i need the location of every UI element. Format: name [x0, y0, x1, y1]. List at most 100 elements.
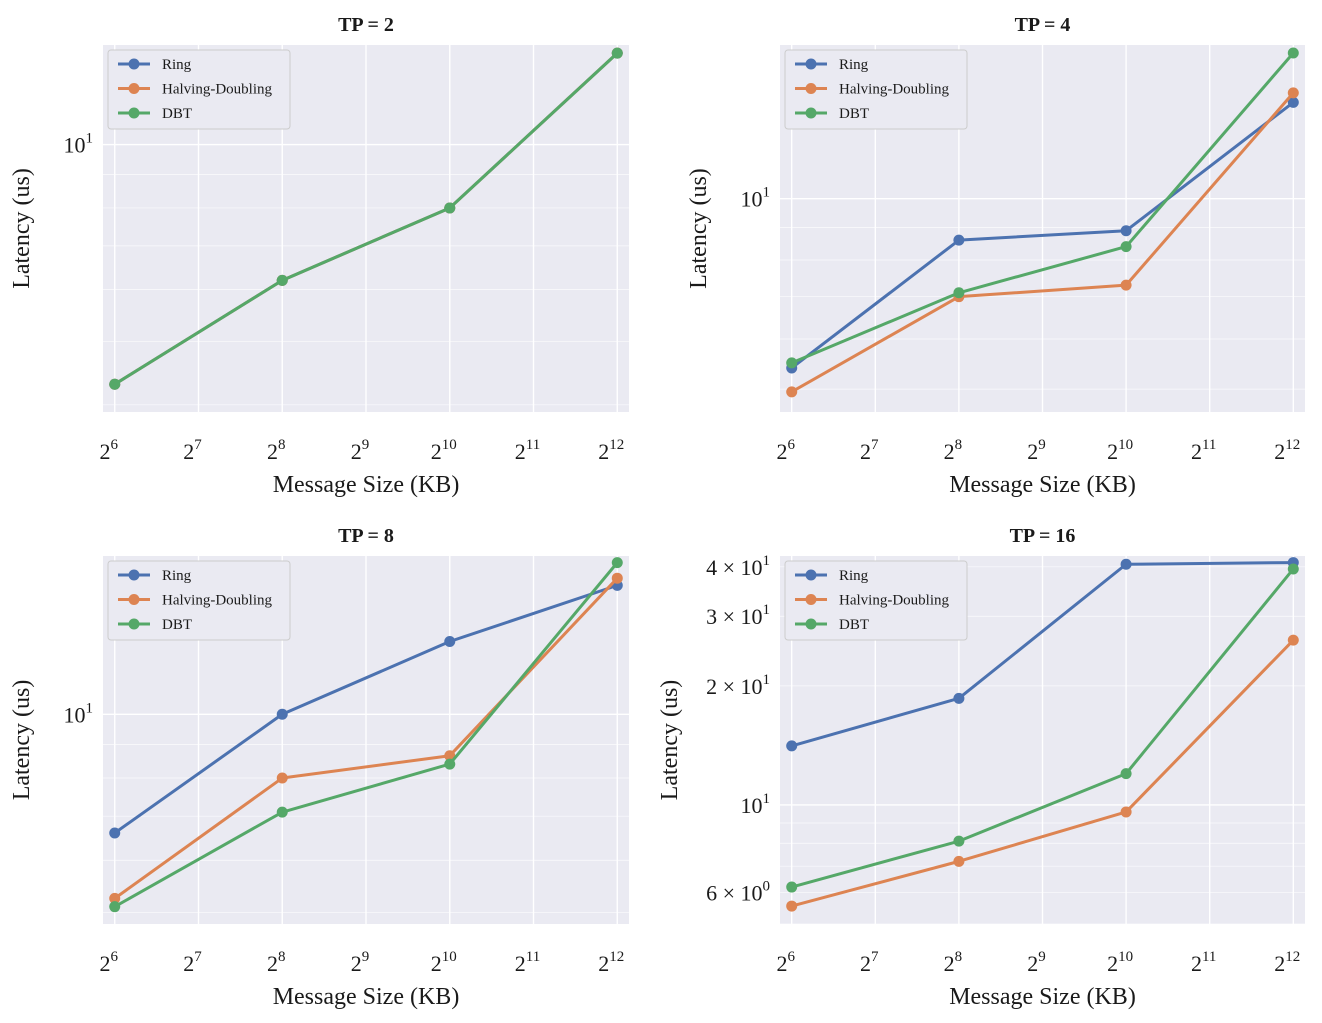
- legend: Ring Halving-Doubling DBT: [107, 49, 291, 130]
- data-point-dbt: [1287, 563, 1299, 575]
- legend-label: Halving-Doubling: [839, 82, 949, 98]
- x-tick-label: 29: [1027, 949, 1046, 976]
- x-tick-label: 27: [860, 437, 879, 464]
- series-line-dbt: [113, 52, 619, 386]
- legend-label: DBT: [162, 617, 192, 633]
- data-point-dbt: [786, 357, 798, 369]
- legend-marker: [128, 569, 140, 581]
- x-tick-label: 27: [183, 437, 202, 464]
- series-line-ring: [113, 583, 618, 835]
- series-line-ring: [791, 561, 1294, 748]
- x-tick-label: 26: [776, 437, 795, 464]
- data-point-halving-doubling: [1120, 279, 1132, 291]
- x-axis-label: Message Size (KB): [273, 472, 460, 498]
- data-point-halving-doubling: [1120, 806, 1132, 818]
- legend-box: [784, 560, 968, 641]
- x-tick-label: 26: [776, 949, 795, 976]
- data-point-dbt: [611, 557, 623, 569]
- legend-label: Halving-Doubling: [839, 593, 949, 609]
- y-tick-label: 4 × 101: [706, 553, 770, 580]
- x-axis-label: Message Size (KB): [273, 984, 460, 1010]
- chart-title: TP = 8: [338, 525, 394, 547]
- data-point-dbt: [109, 901, 121, 913]
- series-group: [786, 557, 1299, 912]
- data-point-dbt: [1120, 241, 1132, 253]
- y-tick-label: 3 × 101: [706, 602, 770, 629]
- legend-label: Ring: [162, 568, 192, 584]
- y-tick-label: 6 × 100: [706, 879, 770, 906]
- data-point-dbt: [1287, 47, 1299, 59]
- data-point-dbt: [109, 378, 121, 390]
- data-point-ring: [953, 234, 965, 246]
- x-tick-label: 211: [515, 949, 540, 976]
- legend-label: Ring: [839, 57, 869, 73]
- legend-marker: [805, 594, 817, 605]
- chart-panel-4: TP = 16 26 27 28 29 210 211 212 4 × 101 3 × 101 2 …: [657, 525, 1305, 1010]
- data-point-ring: [786, 740, 798, 752]
- series-line-dbt: [113, 561, 619, 908]
- legend-marker: [805, 107, 817, 119]
- data-point-halving-doubling: [276, 772, 288, 784]
- data-point-dbt: [611, 47, 623, 59]
- legend-marker: [128, 83, 140, 94]
- y-axis-label: Latency (us): [9, 168, 35, 289]
- x-tick-label: 212: [1274, 437, 1300, 464]
- y-tick-label: 101: [741, 185, 771, 212]
- series-line-halving-doubling: [790, 91, 1295, 394]
- x-tick-label: 211: [1191, 437, 1216, 464]
- x-tick-label: 26: [99, 949, 118, 976]
- chart-panel-3: TP = 8 26 27 28 29 210 211 212 101 Message Size (…: [9, 525, 629, 1010]
- data-point-dbt: [444, 758, 456, 770]
- legend-marker: [805, 58, 817, 70]
- y-axis-label: Latency (us): [9, 680, 35, 801]
- chart-title: TP = 16: [1010, 525, 1076, 547]
- data-point-halving-doubling: [1287, 634, 1299, 646]
- x-tick-label: 211: [515, 437, 540, 464]
- y-axis-label: Latency (us): [657, 680, 683, 801]
- series-line-dbt: [791, 51, 1295, 365]
- legend-label: DBT: [839, 106, 869, 122]
- x-tick-label: 210: [1107, 437, 1133, 464]
- legend-label: Ring: [162, 57, 192, 73]
- chart-panel-1: TP = 2 26 27 28 29 210 211 212 101 Message Size (…: [9, 14, 629, 498]
- y-tick-label: 2 × 101: [706, 672, 770, 699]
- data-point-dbt: [444, 202, 456, 214]
- chart-panel-2: TP = 4 26 27 28 29 210 211 212 101 Message Size (…: [686, 14, 1305, 498]
- data-point-ring: [1120, 225, 1132, 237]
- legend-label: DBT: [839, 617, 869, 633]
- data-point-ring: [109, 827, 121, 839]
- y-tick-label: 101: [64, 131, 94, 158]
- data-point-halving-doubling: [786, 900, 798, 912]
- y-tick-label: 101: [64, 700, 94, 727]
- data-point-halving-doubling: [953, 855, 965, 867]
- y-axis-label: Latency (us): [686, 168, 712, 289]
- legend-box: [107, 49, 291, 130]
- legend-marker: [128, 618, 140, 630]
- legend-marker: [128, 58, 140, 70]
- series-group: [109, 557, 623, 913]
- legend: Ring Halving-Doubling DBT: [784, 49, 968, 130]
- legend-label: DBT: [162, 106, 192, 122]
- data-point-halving-doubling: [786, 386, 798, 398]
- chart-title: TP = 2: [338, 14, 394, 36]
- series-group: [786, 47, 1299, 398]
- x-axis-label: Message Size (KB): [949, 472, 1136, 498]
- series-line-halving-doubling: [791, 639, 1295, 908]
- chart-title: TP = 4: [1015, 14, 1071, 36]
- y-tick-label: 101: [741, 791, 771, 818]
- x-axis-label: Message Size (KB): [949, 984, 1136, 1010]
- x-tick-label: 28: [944, 949, 963, 976]
- x-tick-label: 212: [598, 437, 624, 464]
- data-point-ring: [276, 708, 288, 720]
- x-tick-label: 212: [598, 949, 624, 976]
- legend-label: Halving-Doubling: [162, 82, 272, 98]
- series-group: [109, 47, 623, 390]
- series-line-halving-doubling: [113, 577, 619, 900]
- data-point-halving-doubling: [109, 892, 121, 904]
- x-tick-label: 210: [431, 949, 457, 976]
- x-tick-label: 210: [1107, 949, 1133, 976]
- legend: Ring Halving-Doubling DBT: [784, 560, 968, 641]
- data-point-ring: [1120, 558, 1132, 570]
- x-tick-label: 27: [183, 949, 202, 976]
